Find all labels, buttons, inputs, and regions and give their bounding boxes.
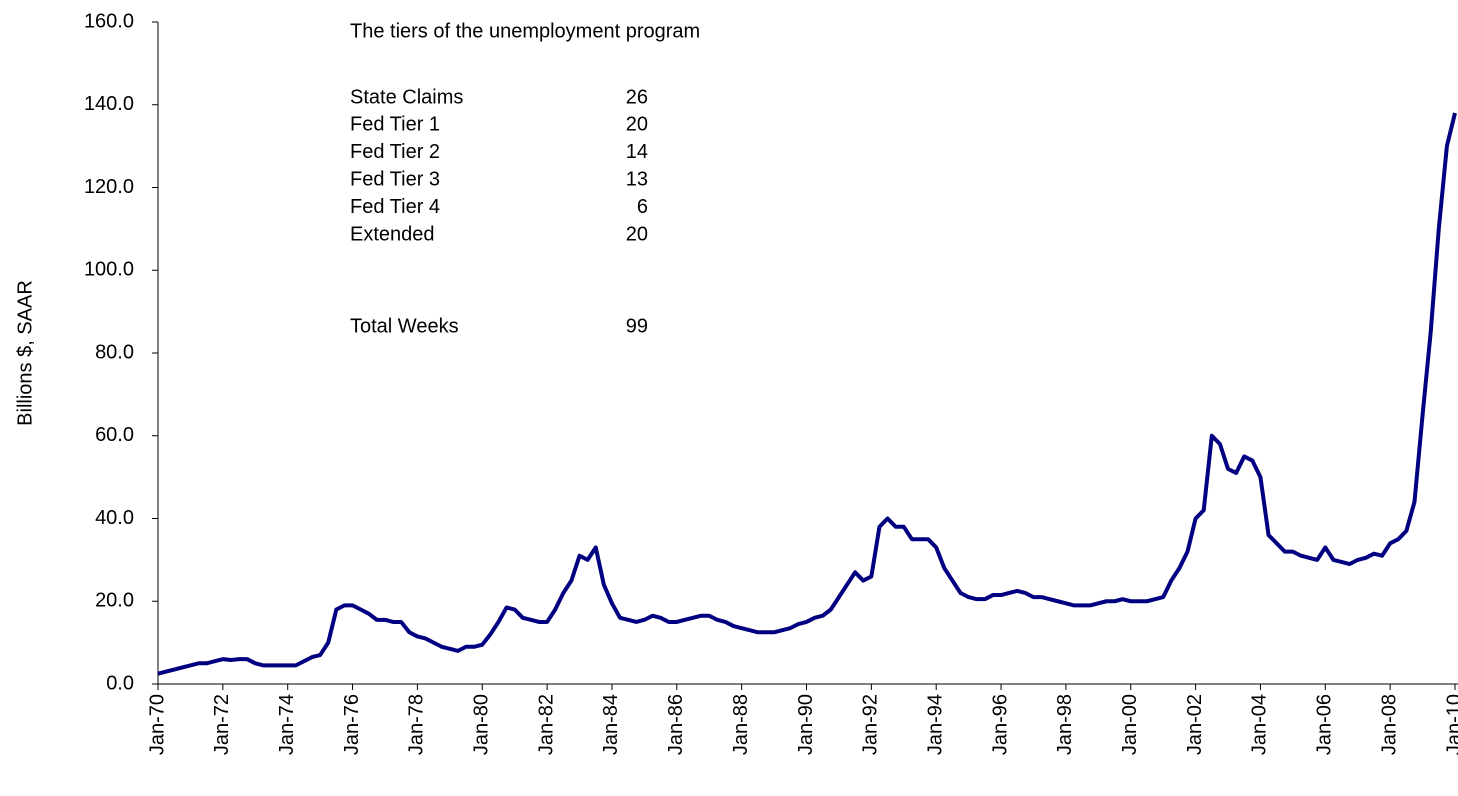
y-axis-label: Billions $, SAAR xyxy=(14,280,36,426)
x-tick-label: Jan-80 xyxy=(471,694,493,755)
x-tick-label: Jan-06 xyxy=(1314,694,1336,755)
data-line xyxy=(157,112,1457,676)
y-tick-label: 100.0 xyxy=(84,259,134,281)
annotation-label: Fed Tier 3 xyxy=(350,168,440,190)
x-tick-label: Jan-76 xyxy=(341,694,363,755)
x-tick-label: Jan-92 xyxy=(860,694,882,755)
x-tick-label: Jan-94 xyxy=(924,694,946,755)
x-tick-label: Jan-72 xyxy=(211,694,233,755)
annotation-label: Fed Tier 2 xyxy=(350,141,440,163)
x-tick-label: Jan-10 xyxy=(1443,694,1458,755)
annotation-title: The tiers of the unemployment program xyxy=(350,20,700,42)
y-tick-label: 120.0 xyxy=(84,176,134,198)
x-tick-label: Jan-74 xyxy=(276,694,298,755)
x-tick-label: Jan-04 xyxy=(1249,694,1271,755)
x-tick-label: Jan-00 xyxy=(1119,694,1141,755)
x-tick-label: Jan-90 xyxy=(795,694,817,755)
annotation-label: Fed Tier 1 xyxy=(350,114,440,136)
x-tick-label: Jan-96 xyxy=(989,694,1011,755)
x-tick-label: Jan-84 xyxy=(600,694,622,755)
y-tick-label: 160.0 xyxy=(84,10,134,32)
y-tick-label: 80.0 xyxy=(95,341,134,363)
y-tick-label: 0.0 xyxy=(106,672,134,694)
annotation-label: State Claims xyxy=(350,86,463,108)
y-tick-label: 60.0 xyxy=(95,424,134,446)
annotation-value: 20 xyxy=(626,114,648,136)
x-tick-label: Jan-08 xyxy=(1378,694,1400,755)
annotation-value: 99 xyxy=(626,315,648,337)
annotation-value: 26 xyxy=(626,86,648,108)
x-tick-label: Jan-88 xyxy=(730,694,752,755)
annotation-value: 14 xyxy=(626,141,648,163)
x-tick-label: Jan-02 xyxy=(1184,694,1206,755)
x-tick-label: Jan-86 xyxy=(665,694,687,755)
x-tick-label: Jan-70 xyxy=(146,694,168,755)
annotation-value: 20 xyxy=(626,223,648,245)
y-tick-label: 140.0 xyxy=(84,93,134,115)
x-tick-label: Jan-82 xyxy=(535,694,557,755)
y-tick-label: 20.0 xyxy=(95,590,134,612)
annotation-value: 13 xyxy=(626,168,648,190)
x-tick-label: Jan-98 xyxy=(1054,694,1076,755)
annotation-label: Extended xyxy=(350,223,435,245)
x-tick-label: Jan-78 xyxy=(406,694,428,755)
annotation-value: 6 xyxy=(637,196,648,218)
annotation-label: Total Weeks xyxy=(350,315,459,337)
annotation-label: Fed Tier 4 xyxy=(350,196,440,218)
y-tick-label: 40.0 xyxy=(95,507,134,529)
